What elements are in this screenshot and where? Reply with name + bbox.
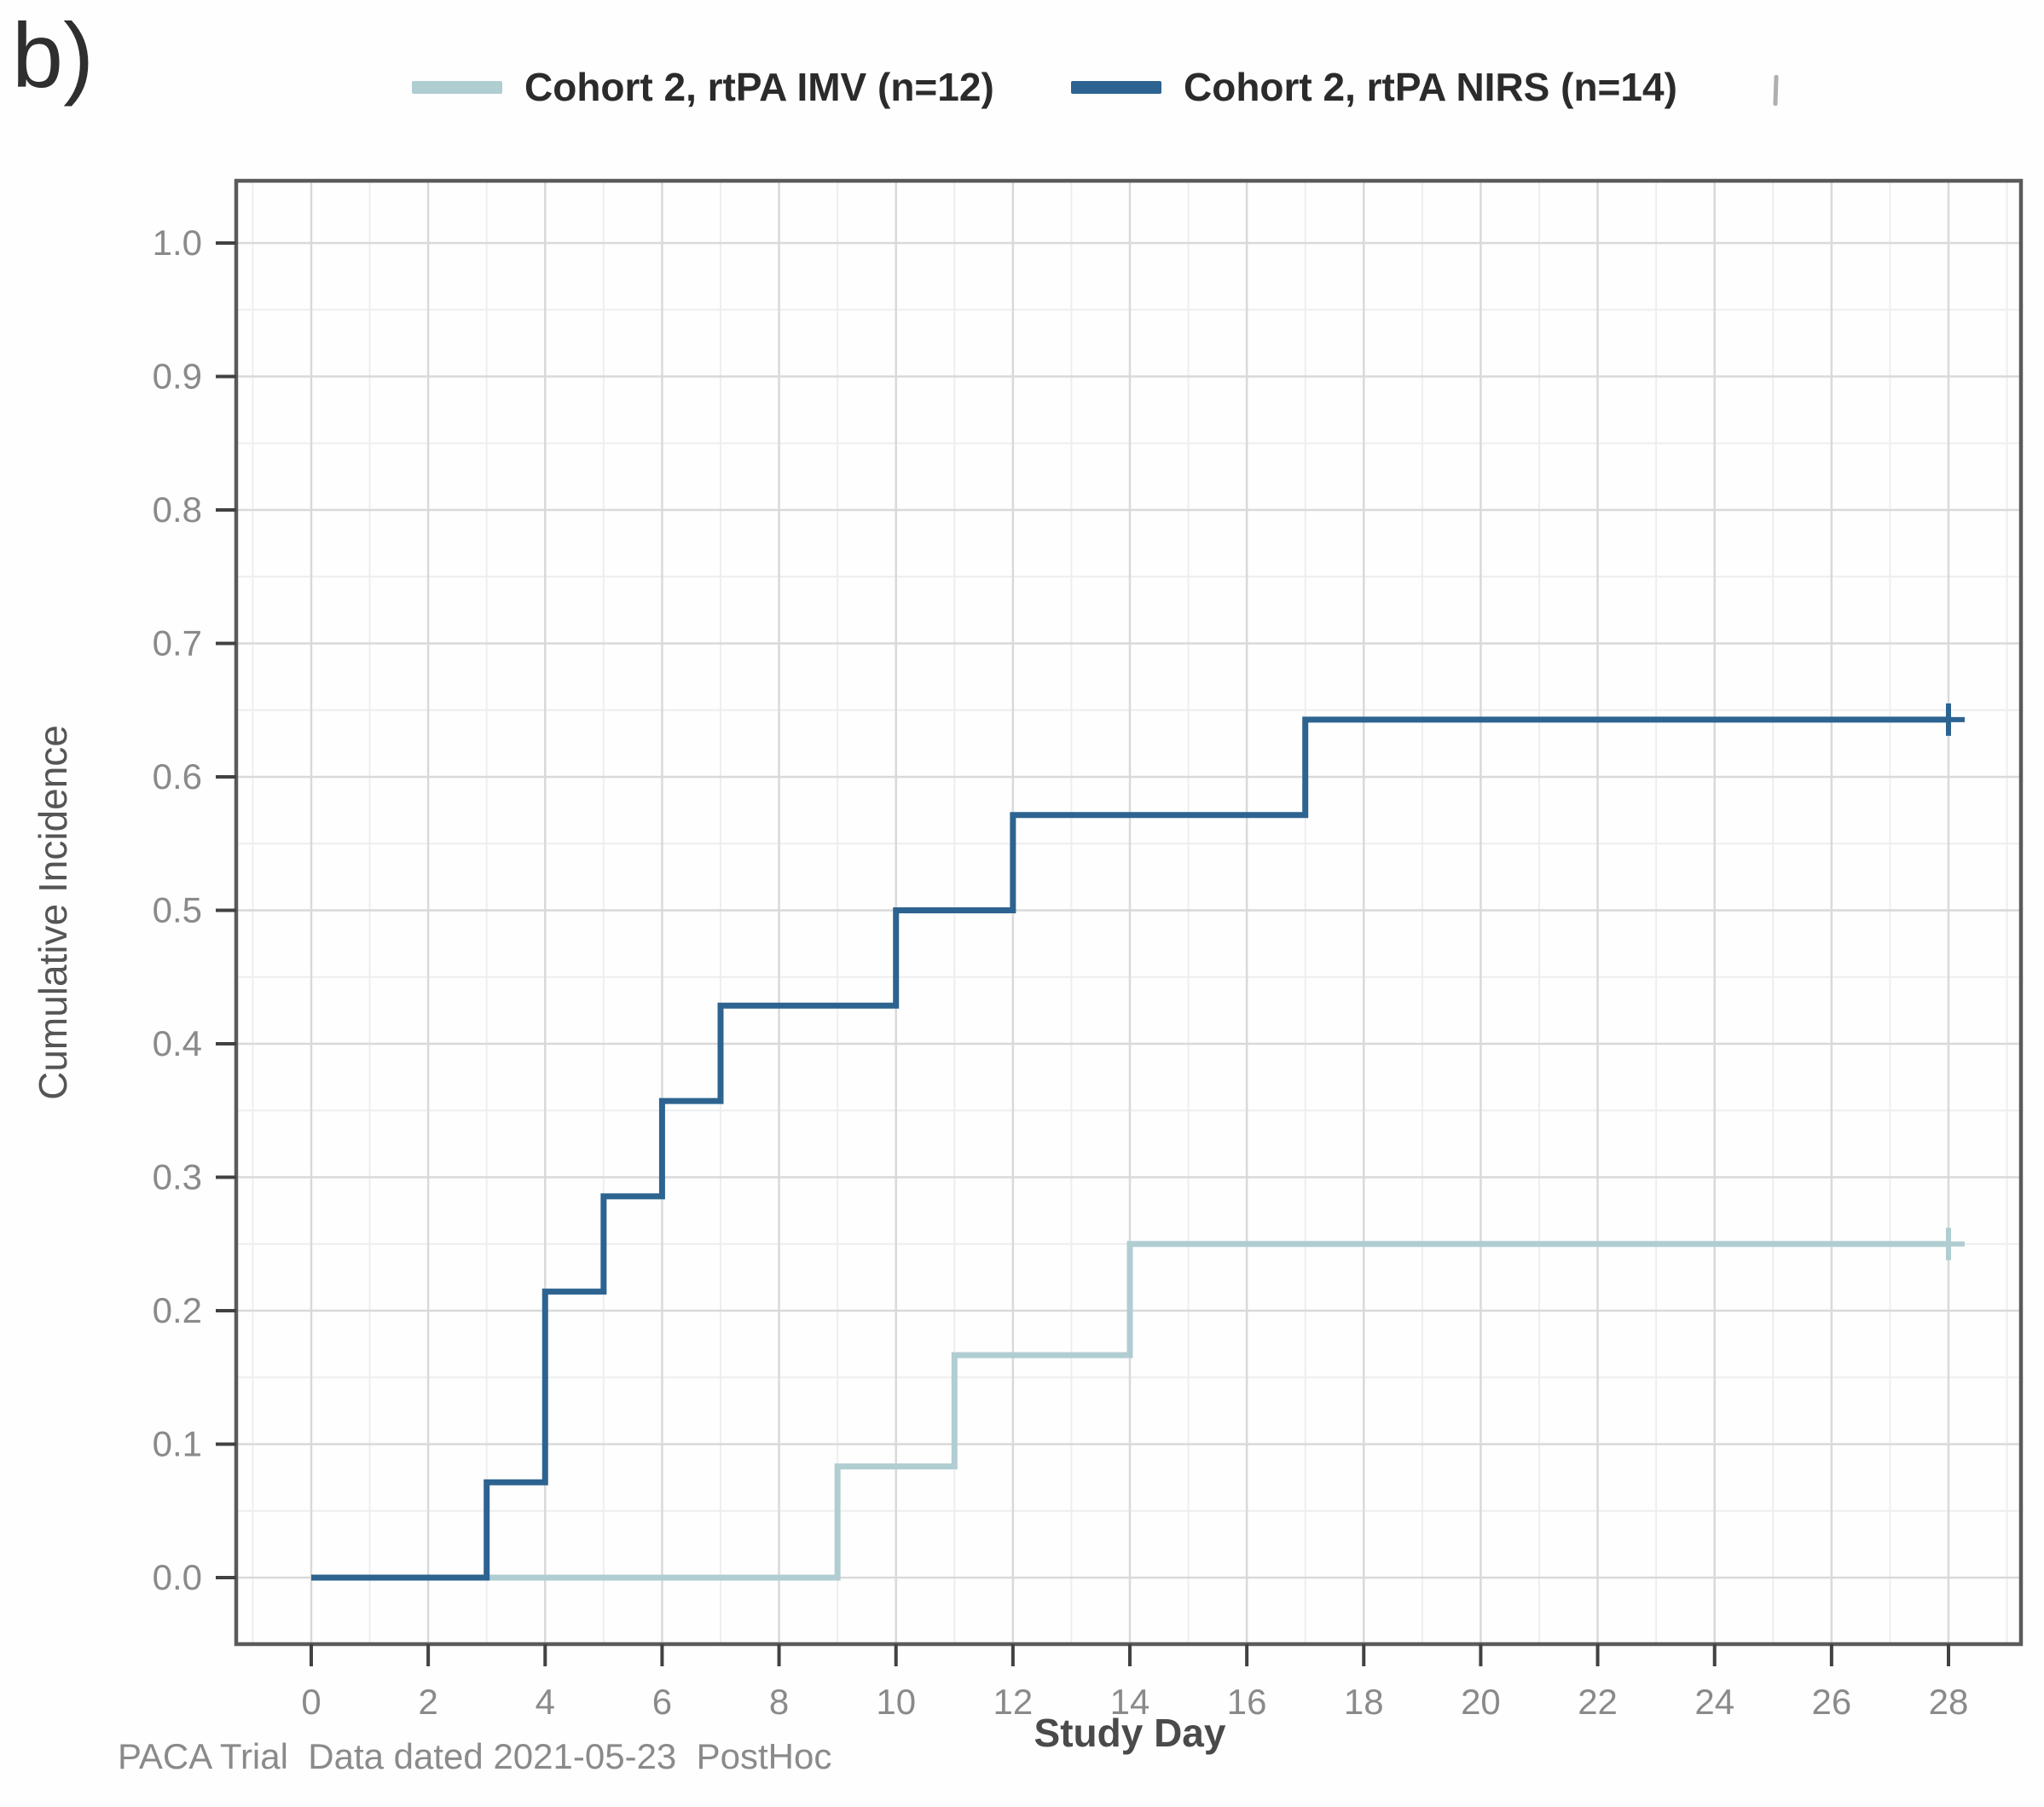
axis-tick-labels: 0.00.10.20.30.40.50.60.70.80.91.00 2 4 6 8 10… — [153, 223, 1969, 1722]
legend-swatch-imv — [412, 80, 502, 94]
x-tick-label: 20 — [1461, 1682, 1501, 1722]
legend-entry-imv: Cohort 2, rtPA IMV (n=12) — [412, 61, 994, 113]
x-tick-label: 26 — [1811, 1682, 1851, 1722]
x-tick-label: 8 — [769, 1682, 789, 1722]
legend-swatch-nirs — [1071, 80, 1161, 94]
footer-note: PACA Trial Data dated 2021-05-23 PostHoc — [118, 1736, 832, 1776]
x-tick-label: 12 — [993, 1682, 1033, 1722]
x-tick-label: 10 — [876, 1682, 916, 1722]
y-tick-label: 0.2 — [153, 1290, 202, 1330]
y-tick-label: 0.9 — [153, 356, 202, 397]
panel-label: b) — [12, 3, 95, 107]
series-curves — [311, 703, 1965, 1581]
x-tick-label: 2 — [418, 1682, 437, 1722]
y-tick-label: 0.3 — [153, 1157, 202, 1197]
y-tick-label: 0.6 — [153, 756, 202, 796]
x-tick-label: 6 — [652, 1682, 672, 1722]
legend-entry-nirs: Cohort 2, rtPA NIRS (n=14) — [1071, 61, 1677, 113]
y-tick-label: 0.4 — [153, 1023, 202, 1063]
x-tick-label: 24 — [1694, 1682, 1734, 1722]
y-tick-label: 0.1 — [153, 1424, 202, 1464]
y-tick-label: 0.8 — [153, 489, 202, 530]
y-tick-label: 1.0 — [153, 223, 202, 263]
x-tick-label: 16 — [1227, 1682, 1267, 1722]
legend-label-imv: Cohort 2, rtPA IMV (n=12) — [524, 65, 994, 109]
plot-border — [234, 178, 2024, 1647]
x-tick-label: 18 — [1344, 1682, 1384, 1722]
grid-major — [236, 181, 2021, 1644]
y-tick-label: 0.7 — [153, 623, 202, 663]
x-tick-label: 22 — [1578, 1682, 1618, 1722]
x-tick-label: 4 — [536, 1682, 555, 1722]
axis-ticks — [216, 241, 1950, 1666]
legend-label-nirs: Cohort 2, rtPA NIRS (n=14) — [1184, 65, 1677, 109]
x-tick-label: 0 — [301, 1682, 321, 1722]
grid-minor — [236, 181, 2021, 1644]
x-tick-label: 14 — [1110, 1682, 1150, 1722]
y-tick-label: 0.0 — [153, 1557, 202, 1597]
series-path-0 — [311, 1241, 1948, 1581]
chart-legend: Cohort 2, rtPA IMV (n=12) Cohort 2, rtPA… — [0, 61, 2044, 113]
x-tick-label: 28 — [1929, 1682, 1969, 1722]
y-tick-label: 0.5 — [153, 890, 202, 930]
series-path-1 — [311, 716, 1948, 1581]
